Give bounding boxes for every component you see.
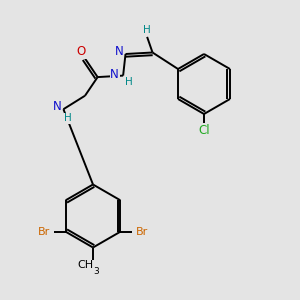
- Text: CH: CH: [77, 260, 93, 270]
- Text: O: O: [77, 45, 86, 58]
- Text: Cl: Cl: [198, 124, 210, 137]
- Text: N: N: [115, 45, 124, 58]
- Text: H: H: [143, 25, 151, 35]
- Text: Br: Br: [136, 227, 148, 237]
- Text: H: H: [124, 77, 132, 87]
- Text: N: N: [52, 100, 61, 113]
- Text: H: H: [64, 113, 72, 123]
- Text: N: N: [110, 68, 119, 81]
- Text: 3: 3: [94, 267, 99, 276]
- Text: Br: Br: [38, 227, 50, 237]
